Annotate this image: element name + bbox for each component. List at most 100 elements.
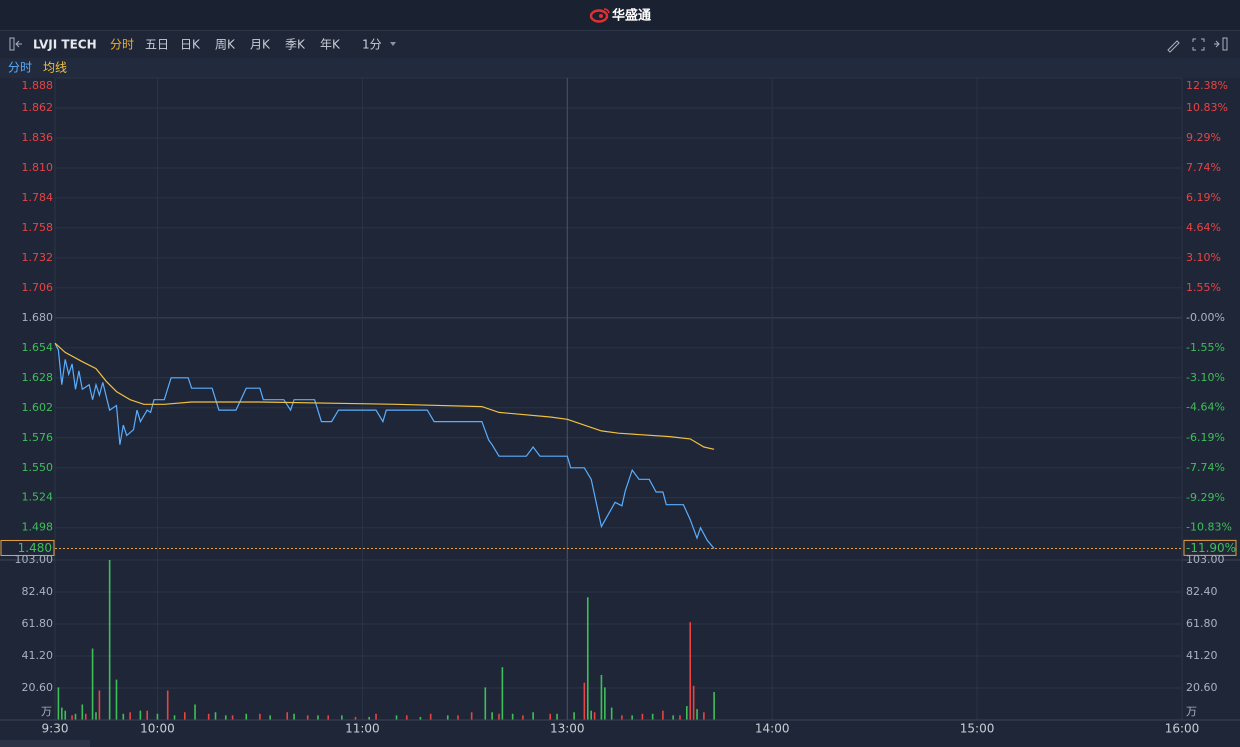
- y2-tick-label: 20.60: [1186, 681, 1218, 694]
- volume-bar: [446, 715, 449, 720]
- volume-bar: [491, 712, 493, 720]
- volume-bar: [231, 715, 234, 720]
- y-tick-label: 1.784: [22, 191, 54, 204]
- y2-tick-label: -3.10%: [1186, 371, 1225, 384]
- volume-bar: [245, 713, 248, 720]
- volume-bar: [57, 687, 60, 720]
- volume-bar: [341, 715, 343, 720]
- volume-bar: [590, 710, 592, 720]
- y-tick-label: 103.00: [15, 553, 54, 566]
- volume-bar: [115, 679, 118, 720]
- volume-bar: [511, 713, 514, 720]
- volume-bar: [696, 709, 698, 720]
- y-tick-label: 1.498: [22, 521, 54, 534]
- expand-icon[interactable]: [1214, 37, 1228, 51]
- y2-tick-label: -10.83%: [1186, 521, 1232, 534]
- price-line: [54, 342, 715, 549]
- x-tick-label: 11:00: [345, 722, 380, 736]
- collapse-icon[interactable]: [9, 37, 22, 51]
- x-tick-label: 15:00: [960, 722, 995, 736]
- volume-bar: [74, 713, 77, 720]
- y2-tick-label: 9.29%: [1186, 131, 1221, 144]
- y-tick-label: 82.40: [22, 585, 54, 598]
- y2-tick-label: 4.64%: [1186, 221, 1221, 234]
- last-price-box: [0, 539, 55, 556]
- volume-bar: [259, 713, 261, 720]
- unit-label: 万: [41, 705, 52, 718]
- volume-bar: [549, 713, 551, 720]
- y2-tick-label: 82.40: [1186, 585, 1218, 598]
- tab[interactable]: 季K: [285, 38, 306, 52]
- volume-bar: [375, 713, 377, 720]
- y2-tick-label: -0.00%: [1186, 311, 1225, 324]
- tabs: 分时 五日 日K 周K 月K 季K 年K: [110, 38, 341, 52]
- volume-bar: [672, 715, 674, 720]
- tab[interactable]: 五日: [145, 38, 169, 52]
- x-tick-label: 14:00: [755, 722, 790, 736]
- volume-bar: [600, 674, 603, 720]
- volume-bar: [108, 560, 111, 720]
- tab[interactable]: 月K: [250, 38, 271, 52]
- symbol: LVJI TECH: [33, 38, 97, 52]
- volume-bar: [484, 687, 487, 720]
- y-tick-label: 1.550: [22, 461, 54, 474]
- volume-bar: [470, 712, 473, 720]
- y-tick-label: 1.862: [22, 101, 54, 114]
- volume-bar: [641, 713, 644, 720]
- volume-bar: [498, 713, 500, 720]
- x-tick-label: 13:00: [550, 722, 585, 736]
- volume-bar: [327, 715, 330, 720]
- volume-bar: [631, 715, 633, 720]
- y-tick-label: 1.628: [22, 371, 54, 384]
- volume-bar: [286, 712, 289, 720]
- y-tick-label: 1.758: [22, 221, 54, 234]
- y2-tick-label: 6.19%: [1186, 191, 1221, 204]
- tab[interactable]: 日K: [180, 38, 201, 52]
- volume-bar: [61, 707, 63, 720]
- y2-tick-label: -4.64%: [1186, 401, 1225, 414]
- volume-bar: [81, 704, 84, 720]
- tab[interactable]: 年K: [320, 38, 341, 52]
- y2-tick-label: 61.80: [1186, 617, 1218, 630]
- y-tick-label: 1.576: [22, 431, 54, 444]
- volume-bar: [713, 692, 715, 720]
- volume-bar: [662, 710, 664, 720]
- volume-bar: [532, 712, 534, 720]
- bottom-tab: [0, 740, 90, 747]
- y-tick-label: 1.602: [22, 401, 54, 414]
- volume-bar: [604, 687, 606, 720]
- volume-bar: [224, 715, 227, 720]
- y-tick-label: 20.60: [22, 681, 54, 694]
- y2-tick-label: -7.74%: [1186, 461, 1225, 474]
- draw-icon[interactable]: [1167, 40, 1180, 53]
- interval[interactable]: 1分: [362, 38, 382, 52]
- volume-bar: [610, 707, 613, 720]
- volume-bar: [64, 710, 67, 720]
- volume-bar: [194, 704, 196, 720]
- y2-tick-label: 3.10%: [1186, 251, 1221, 264]
- volume-bar: [573, 712, 575, 720]
- last-change-box: [1183, 539, 1237, 556]
- volume-bar: [405, 715, 408, 720]
- legend-item: 均线: [43, 61, 67, 75]
- volume-bar: [71, 715, 73, 720]
- volume-bar: [586, 597, 589, 720]
- volume-bar: [139, 710, 142, 720]
- y2-tick-label: 10.83%: [1186, 101, 1228, 114]
- legend-item: 分时: [8, 61, 32, 75]
- volume-bar: [95, 712, 97, 720]
- volume-bar: [122, 713, 125, 720]
- fullscreen-icon[interactable]: [1192, 38, 1205, 51]
- y-tick-label: 1.732: [22, 251, 54, 264]
- tab[interactable]: 分时: [110, 38, 134, 52]
- y2-tick-label: 1.55%: [1186, 281, 1221, 294]
- volume-bar: [183, 712, 186, 720]
- dropdown-arrow[interactable]: [390, 42, 396, 46]
- volume-bar: [556, 713, 558, 720]
- tab[interactable]: 周K: [215, 38, 236, 52]
- volume-bar: [692, 685, 695, 720]
- volume-bar: [129, 712, 131, 720]
- volume-bar: [354, 716, 357, 720]
